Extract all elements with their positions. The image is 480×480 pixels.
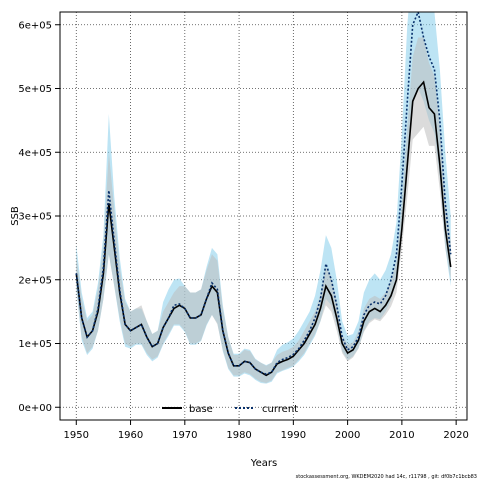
legend-current-label: current [262, 404, 298, 415]
y-tick-label-1: 1e+05 [18, 339, 52, 350]
x-tick-label-3: 1980 [226, 430, 251, 441]
confidence-bands [76, 12, 451, 384]
base-line [75, 80, 452, 377]
legend-base-label: base [189, 404, 213, 415]
x-tick-label-1: 1960 [118, 430, 143, 441]
x-tick-label-7: 2020 [443, 430, 468, 441]
base-confidence-band [76, 37, 451, 384]
x-tick-label-6: 2010 [389, 430, 414, 441]
x-axis-title: Years [250, 458, 277, 469]
footer-credit: stockassessment.org, WKDEM2020 had 14c, … [296, 474, 477, 480]
x-tick-label-4: 1990 [281, 430, 306, 441]
current-line [75, 12, 452, 375]
current-confidence-band [76, 12, 451, 384]
y-tick-label-5: 5e+05 [18, 84, 52, 95]
x-tick-label-0: 1950 [64, 430, 89, 441]
x-tick-label-5: 2000 [335, 430, 360, 441]
y-tick-label-0: 0e+00 [18, 403, 52, 414]
y-tick-label-4: 4e+05 [18, 148, 52, 159]
legend: base current [162, 404, 298, 415]
y-tick-label-6: 6e+05 [18, 20, 52, 31]
y-tick-label-3: 3e+05 [18, 212, 52, 223]
y-tick-label-2: 2e+05 [18, 275, 52, 286]
series-lines [75, 12, 452, 377]
y-axis-title: SSB [10, 206, 21, 226]
x-tick-label-2: 1970 [172, 430, 197, 441]
axes: 1950 1960 1970 1980 1990 2000 2010 2020 0e+00 1e+… [18, 20, 468, 441]
